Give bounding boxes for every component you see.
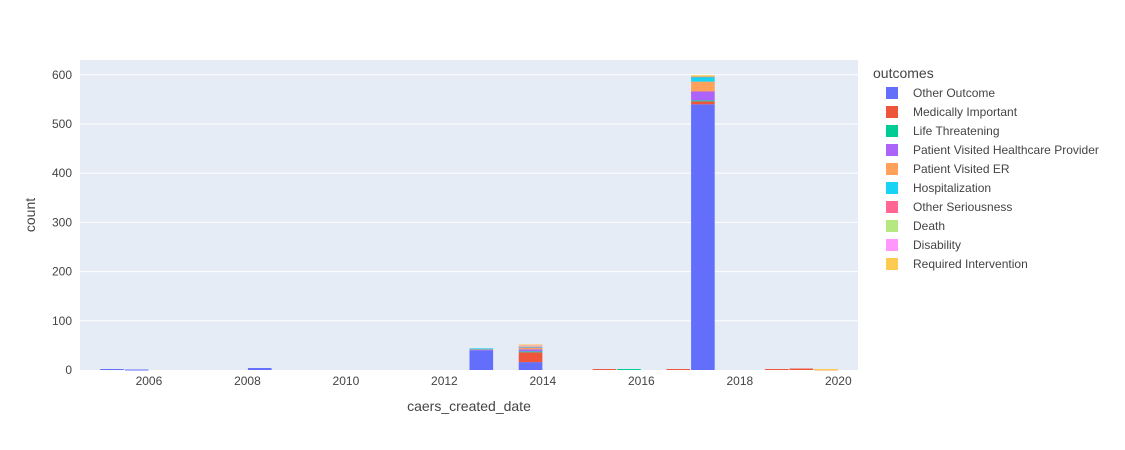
bar-segment xyxy=(518,352,543,363)
legend-item[interactable]: Other Seriousness xyxy=(886,200,1012,214)
legend-item[interactable]: Life Threatening xyxy=(886,124,1000,138)
legend-label: Other Seriousness xyxy=(913,200,1012,214)
y-tick-label: 300 xyxy=(52,215,72,229)
x-tick-label: 2018 xyxy=(726,374,753,388)
bar-segment xyxy=(666,369,691,371)
bar-segment xyxy=(518,344,543,346)
legend-swatch xyxy=(886,182,898,194)
legend-swatch xyxy=(886,201,898,213)
legend-item[interactable]: Hospitalization xyxy=(886,181,991,195)
bar-segment xyxy=(100,369,124,371)
bar-segment xyxy=(764,369,789,371)
legend-item[interactable]: Medically Important xyxy=(886,105,1018,119)
legend-label: Hospitalization xyxy=(913,181,991,195)
bar-segment xyxy=(469,348,494,350)
bar-segment xyxy=(691,100,715,102)
legend-swatch xyxy=(886,144,898,156)
legend-label: Death xyxy=(913,219,945,233)
legend-swatch xyxy=(886,87,898,99)
legend-label: Patient Visited Healthcare Provider xyxy=(913,143,1099,157)
bar-segment xyxy=(691,101,715,105)
bar-segment xyxy=(814,369,838,371)
legend-item[interactable]: Required Intervention xyxy=(886,257,1028,271)
legend-swatch xyxy=(886,239,898,251)
legend-label: Patient Visited ER xyxy=(913,162,1010,176)
legend-items: Other Outcome Medically Important Life Thr… xyxy=(886,86,1099,271)
y-tick-label: 600 xyxy=(52,68,72,82)
bar-layer xyxy=(100,75,838,371)
x-axis-title: caers_created_date xyxy=(407,398,531,414)
legend-item[interactable]: Disability xyxy=(886,238,961,252)
x-tick-label: 2012 xyxy=(431,374,458,388)
bar-segment xyxy=(691,75,715,77)
y-tick-label: 200 xyxy=(52,265,72,279)
y-axis-title: count xyxy=(22,198,38,232)
bar-segment xyxy=(518,349,543,352)
x-tick-labels: 2006 2008 2010 2012 2014 2016 2018 2020 xyxy=(136,374,852,388)
legend-label: Required Intervention xyxy=(913,257,1028,271)
bar-segment xyxy=(691,91,715,101)
legend-label: Life Threatening xyxy=(913,124,1000,138)
x-tick-label: 2016 xyxy=(628,374,655,388)
legend-swatch xyxy=(886,125,898,137)
legend-swatch xyxy=(886,163,898,175)
bar-segment xyxy=(691,104,715,371)
bar-segment xyxy=(247,368,272,370)
legend-label: Medically Important xyxy=(913,105,1018,119)
legend-item[interactable]: Patient Visited Healthcare Provider xyxy=(886,143,1099,157)
legend-label: Other Outcome xyxy=(913,86,995,100)
legend-swatch xyxy=(886,258,898,270)
bar-segment xyxy=(518,362,543,370)
x-tick-label: 2010 xyxy=(333,374,360,388)
bar-segment xyxy=(518,347,543,350)
bar-segment xyxy=(592,369,617,371)
y-tick-label: 400 xyxy=(52,166,72,180)
bar-segment xyxy=(691,81,715,92)
legend-item[interactable]: Death xyxy=(886,219,945,233)
grid-lines xyxy=(80,74,858,322)
legend-swatch xyxy=(886,220,898,232)
legend: outcomes Other Outcome Medically Importan… xyxy=(873,65,1099,271)
bar-segment xyxy=(617,369,641,371)
bar-segment xyxy=(518,345,543,347)
legend-title: outcomes xyxy=(873,65,934,81)
legend-label: Disability xyxy=(913,238,961,252)
x-tick-label: 2008 xyxy=(234,374,261,388)
bar-segment xyxy=(518,351,543,353)
legend-swatch xyxy=(886,106,898,118)
bar-segment xyxy=(691,76,715,82)
legend-item[interactable]: Other Outcome xyxy=(886,86,995,100)
y-tick-label: 100 xyxy=(52,314,72,328)
y-tick-labels: 0 100 200 300 400 500 600 xyxy=(52,68,72,377)
plot-background xyxy=(80,60,858,370)
x-tick-label: 2014 xyxy=(530,374,557,388)
y-tick-label: 0 xyxy=(65,363,72,377)
x-tick-label: 2020 xyxy=(825,374,852,388)
y-tick-label: 500 xyxy=(52,117,72,131)
x-tick-label: 2006 xyxy=(136,374,163,388)
legend-item[interactable]: Patient Visited ER xyxy=(886,162,1010,176)
bar-segment xyxy=(124,369,149,371)
bar-segment xyxy=(789,368,814,370)
bar-segment xyxy=(469,350,494,370)
